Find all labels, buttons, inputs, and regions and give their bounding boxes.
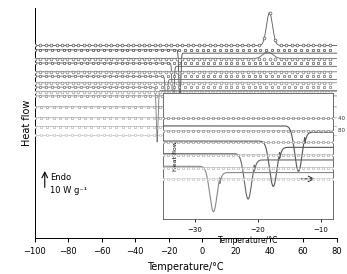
Text: 80 °C: 80 °C xyxy=(338,129,347,133)
Text: Heat flow: Heat flow xyxy=(176,145,182,178)
Text: 10 W g⁻¹: 10 W g⁻¹ xyxy=(50,186,87,195)
X-axis label: Temperature/°C: Temperature/°C xyxy=(218,236,278,245)
Text: Heat flow: Heat flow xyxy=(173,141,178,171)
Text: Endo: Endo xyxy=(50,173,71,181)
Text: 40 °C: 40 °C xyxy=(338,116,347,121)
X-axis label: Temperature/°C: Temperature/°C xyxy=(147,262,224,272)
Y-axis label: Heat flow: Heat flow xyxy=(22,100,32,147)
